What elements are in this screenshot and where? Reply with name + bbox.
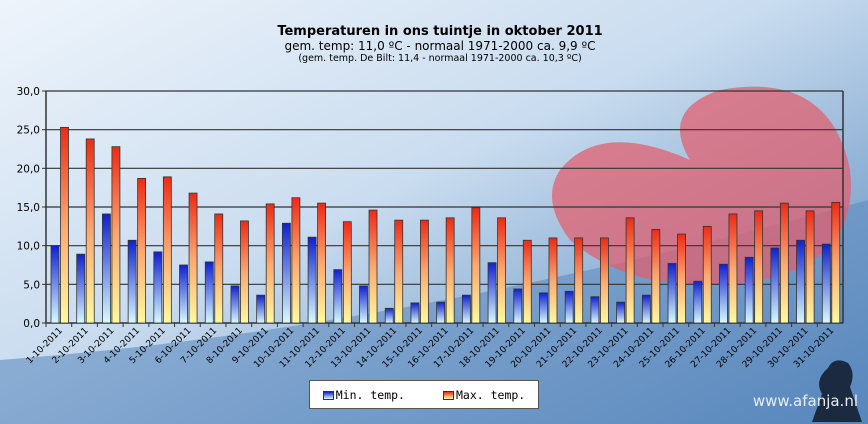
max-temp-bar: [728, 213, 738, 324]
min-temp-bar: [461, 294, 471, 324]
max-temp-bar: [651, 229, 661, 324]
min-temp-bar: [487, 262, 497, 324]
max-temp-bar: [240, 220, 249, 324]
max-temp-bar: [779, 202, 789, 324]
y-tick-label: 5,0: [23, 279, 40, 291]
min-temp-bar: [204, 261, 214, 324]
legend-label-max: Max. temp.: [456, 387, 526, 402]
y-tick-label: 0,0: [23, 318, 40, 330]
max-temp-bar: [214, 213, 224, 324]
min-temp-bar: [281, 222, 291, 324]
min-temp-bar: [821, 243, 831, 324]
legend-swatch-min: [322, 390, 334, 400]
y-tick-label: 20,0: [17, 163, 40, 175]
min-temp-bar: [230, 285, 240, 324]
max-temp-bar: [60, 126, 69, 324]
max-temp-bar: [805, 210, 815, 324]
y-tick-label: 10,0: [17, 241, 40, 253]
min-temp-bar: [770, 247, 780, 324]
max-temp-bar: [471, 207, 481, 324]
min-temp-bar: [102, 213, 111, 324]
min-temp-bar: [693, 280, 703, 324]
min-temp-bar: [616, 301, 626, 324]
max-temp-bar: [265, 203, 275, 324]
chart-title: Temperaturen in ons tuintje in oktober 2…: [277, 24, 603, 39]
max-temp-bar: [85, 138, 95, 324]
legend-swatch-max: [443, 390, 454, 400]
min-temp-bar: [410, 302, 420, 324]
max-temp-bar: [548, 237, 558, 324]
min-temp-bar: [359, 285, 368, 324]
watermark: www.afanja.nl: [752, 392, 858, 410]
min-temp-bar: [76, 253, 86, 324]
max-temp-bar: [754, 210, 764, 324]
legend-item-min: Min. temp.: [322, 387, 405, 402]
max-temp-bar: [600, 237, 609, 324]
min-temp-bar: [179, 264, 188, 324]
min-temp-bar: [564, 290, 574, 324]
min-temp-bar: [744, 256, 754, 324]
min-temp-bar: [719, 263, 728, 324]
min-temp-bar: [796, 239, 805, 324]
min-temp-bar: [436, 301, 446, 324]
min-temp-bar: [590, 296, 600, 324]
y-tick-label: 25,0: [17, 125, 40, 137]
max-temp-bar: [574, 237, 584, 324]
chart-subtitle: gem. temp: 11,0 ºC - normaal 1971-2000 c…: [284, 39, 596, 53]
max-temp-bar: [497, 217, 506, 324]
max-temp-bar: [445, 217, 455, 324]
min-temp-bar: [641, 294, 651, 324]
max-temp-bar: [342, 221, 352, 324]
max-temp-bar: [317, 202, 326, 324]
min-temp-bar: [153, 251, 163, 324]
max-temp-bar: [188, 192, 198, 324]
max-temp-bar: [291, 197, 301, 324]
y-tick-label: 15,0: [17, 202, 40, 214]
max-temp-bar: [522, 239, 532, 324]
max-temp-bar: [137, 177, 147, 324]
min-temp-bar: [539, 292, 548, 324]
chart-titles: Temperaturen in ons tuintje in oktober 2…: [240, 24, 640, 65]
min-temp-bar: [307, 236, 317, 324]
legend-item-max: Max. temp.: [443, 388, 525, 402]
silhouette-logo: [812, 360, 862, 422]
min-temp-bar: [127, 239, 137, 324]
y-tick-label: 30,0: [17, 86, 40, 98]
min-temp-bar: [333, 269, 343, 324]
max-temp-bar: [368, 209, 378, 324]
legend-label-min: Min. temp.: [335, 387, 405, 402]
max-temp-bar: [394, 219, 404, 324]
max-temp-bar: [831, 201, 841, 324]
min-temp-bar: [50, 245, 60, 324]
chart-subtitle-2: (gem. temp. De Bilt: 11,4 - normaal 1971…: [298, 53, 582, 64]
min-temp-bar: [667, 263, 677, 324]
max-temp-bar: [625, 217, 635, 324]
min-temp-bar: [513, 288, 523, 324]
max-temp-bar: [677, 233, 686, 324]
max-temp-bar: [111, 146, 121, 324]
min-temp-bar: [256, 294, 266, 324]
min-temp-bar: [384, 307, 394, 324]
max-temp-bar: [420, 219, 429, 324]
max-temp-bar: [162, 176, 172, 324]
legend: Min. temp. Max. temp.: [309, 380, 539, 409]
max-temp-bar: [702, 225, 712, 324]
